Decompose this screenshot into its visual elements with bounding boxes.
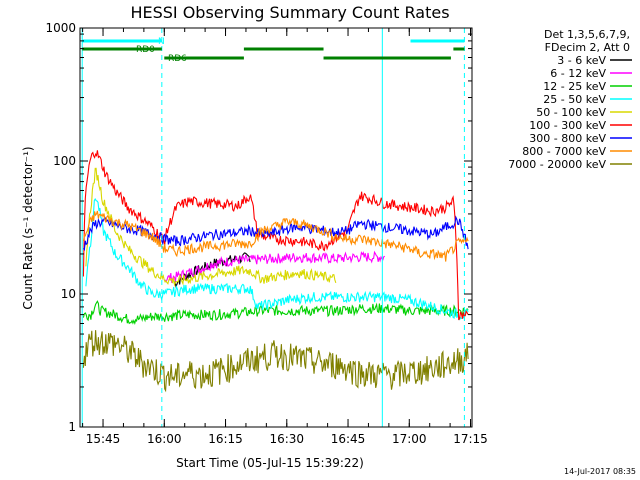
series-line-6 xyxy=(82,215,469,251)
series-line-1 xyxy=(164,250,386,284)
y-tick-label-3: 1000 xyxy=(45,21,76,35)
x-tick-label-1: 16:00 xyxy=(147,432,182,446)
y-tick-label-1: 10 xyxy=(61,287,76,301)
series-line-5 xyxy=(82,150,469,321)
legend: Det 1,3,5,6,7,9,FDecim 2, Att 03 - 6 keV… xyxy=(508,28,632,171)
legend-label-5: 100 - 300 keV xyxy=(529,119,606,132)
status-label-2: RD6 xyxy=(168,54,187,64)
x-tick-label-6: 17:15 xyxy=(453,432,488,446)
x-tick-label-3: 16:30 xyxy=(269,432,304,446)
x-tick-label-2: 16:15 xyxy=(208,432,243,446)
series-line-4 xyxy=(85,167,337,287)
legend-header-0: Det 1,3,5,6,7,9, xyxy=(544,28,630,41)
legend-label-6: 300 - 800 keV xyxy=(529,132,606,145)
legend-label-2: 12 - 25 keV xyxy=(543,80,606,93)
legend-header-1: FDecim 2, Att 0 xyxy=(545,41,630,54)
axes: 15:45 16:00 16:15 16:30 16:45 17:00 17:15 1 10 10… xyxy=(45,21,487,446)
x-tick-label-5: 17:00 xyxy=(392,432,427,446)
y-tick-label-0: 1 xyxy=(68,420,76,434)
legend-label-4: 50 - 100 keV xyxy=(536,106,606,119)
legend-label-3: 25 - 50 keV xyxy=(543,93,606,106)
legend-label-0: 3 - 6 keV xyxy=(557,54,606,67)
y-axis-label: Count Rate (s⁻¹ detector⁻¹) xyxy=(21,146,35,309)
x-tick-label-4: 16:45 xyxy=(331,432,366,446)
chart-title: HESSI Observing Summary Count Rates xyxy=(130,3,449,22)
footer-date: 14-Jul-2017 08:35 xyxy=(564,467,636,476)
series-line-7 xyxy=(82,210,469,262)
legend-label-1: 6 - 12 keV xyxy=(550,67,606,80)
legend-label-8: 7000 - 20000 keV xyxy=(508,158,606,171)
x-tick-label-0: 15:45 xyxy=(86,432,121,446)
x-axis-label: Start Time (05-Jul-15 15:39:22) xyxy=(176,456,364,470)
plot-frame xyxy=(79,27,473,428)
series-line-8 xyxy=(82,330,469,393)
legend-label-7: 800 - 7000 keV xyxy=(522,145,606,158)
status-label-1: RD0 xyxy=(136,45,155,55)
y-tick-label-2: 100 xyxy=(53,154,76,168)
series-line-3 xyxy=(85,198,469,321)
series-line-2 xyxy=(82,300,469,325)
status-label-0: N xyxy=(158,37,165,47)
